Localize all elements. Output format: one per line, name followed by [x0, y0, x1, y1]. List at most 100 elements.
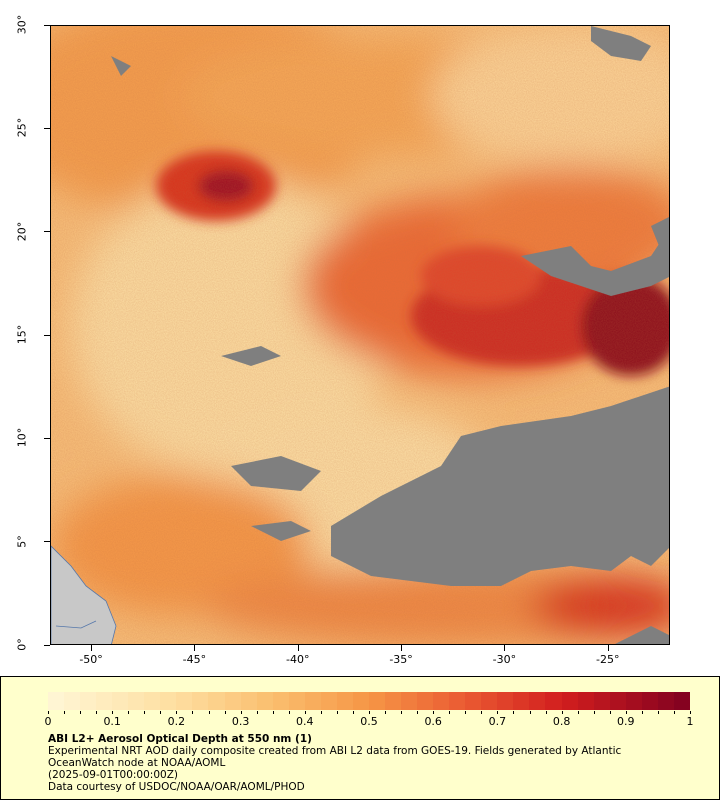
colorbar-minor-tick: [224, 711, 226, 714]
colorbar-swatch: [657, 692, 674, 710]
colorbar-tick-label: 0.5: [360, 715, 378, 728]
colorbar-minor-tick: [449, 711, 451, 714]
lon-tick-label: -40°: [286, 653, 310, 666]
colorbar-swatch: [144, 692, 161, 710]
colorbar-minor-tick: [465, 711, 467, 714]
colorbar-minor-tick: [609, 711, 611, 714]
colorbar-minor-tick: [545, 711, 547, 714]
colorbar-minor-tick: [385, 711, 387, 714]
colorbar-swatch: [80, 692, 97, 710]
colorbar-minor-tick: [690, 711, 691, 714]
lon-tick-label: -25°: [596, 653, 620, 666]
colorbar-tick-label: 0.1: [103, 715, 121, 728]
colorbar-swatch: [96, 692, 113, 710]
no-data-regions: [111, 26, 669, 644]
colorbar-tick-label: 0.6: [424, 715, 442, 728]
legend-description: Experimental NRT AOD daily composite cre…: [48, 745, 622, 769]
colorbar-swatch: [561, 692, 578, 710]
colorbar-swatch: [465, 692, 482, 710]
colorbar-swatch: [513, 692, 530, 710]
colorbar-minor-tick: [513, 711, 515, 714]
lon-tick-mark: [90, 645, 92, 651]
colorbar-swatch: [272, 692, 289, 710]
lat-tick-label: 25°: [15, 118, 29, 138]
legend-credit: Data courtesy of USDOC/NOAA/OAR/AOML/PHO…: [48, 781, 305, 793]
colorbar-swatch: [481, 692, 498, 710]
colorbar-minor-tick: [176, 711, 178, 714]
colorbar-swatch: [240, 692, 257, 710]
colorbar-swatch: [673, 692, 690, 710]
lat-tick-mark: [44, 24, 50, 26]
colorbar-swatch: [160, 692, 177, 710]
aod-map[interactable]: [50, 25, 670, 645]
colorbar-swatch: [401, 692, 418, 710]
legend-title: ABI L2+ Aerosol Optical Depth at 550 nm …: [48, 733, 312, 745]
colorbar-minor-tick: [641, 711, 643, 714]
colorbar-swatch: [208, 692, 225, 710]
lon-tick-label: -35°: [389, 653, 413, 666]
colorbar-swatch: [593, 692, 610, 710]
colorbar-minor-tick: [593, 711, 595, 714]
colorbar-minor-tick: [256, 711, 258, 714]
colorbar-swatch: [609, 692, 626, 710]
colorbar-swatch: [433, 692, 450, 710]
colorbar-minor-tick: [288, 711, 290, 714]
colorbar-minor-tick: [208, 711, 210, 714]
lat-tick-label: 0°: [15, 638, 29, 651]
lat-tick-label: 10°: [15, 428, 29, 448]
colorbar-swatch: [449, 692, 466, 710]
colorbar-tick-label: 0.7: [488, 715, 507, 728]
colorbar-minor-tick: [561, 711, 563, 714]
colorbar-minor-tick: [481, 711, 483, 714]
lon-tick-mark: [194, 645, 196, 651]
lat-tick-label: 20°: [15, 221, 29, 241]
lat-tick-mark: [44, 231, 50, 233]
colorbar-swatch: [577, 692, 594, 710]
legend-panel: 0 0.1 0.2 0.3 0.4 0.5 0.6 0.7 0.8 0.9 1 ABI L2+ Ae…: [0, 676, 720, 800]
colorbar-minor-tick: [80, 711, 82, 714]
colorbar-minor-tick: [625, 711, 627, 714]
colorbar-swatch: [48, 692, 65, 710]
colorbar-minor-tick: [577, 711, 579, 714]
lon-tick-mark: [400, 645, 402, 651]
colorbar-tick-label: 0.8: [552, 715, 571, 728]
colorbar-tick-label: 0.2: [167, 715, 186, 728]
lat-tick-label: 30°: [15, 14, 29, 35]
colorbar: [48, 692, 690, 710]
lon-tick-mark: [297, 645, 299, 651]
colorbar-swatch: [497, 692, 514, 710]
colorbar-swatch: [417, 692, 434, 710]
colorbar-swatch: [320, 692, 337, 710]
legend-timestamp: (2025-09-01T00:00:00Z): [48, 769, 178, 781]
legend-text: ABI L2+ Aerosol Optical Depth at 550 nm …: [48, 733, 688, 793]
colorbar-minor-tick: [160, 711, 162, 714]
colorbar-swatch: [256, 692, 273, 710]
colorbar-swatch: [224, 692, 241, 710]
colorbar-minor-tick: [417, 711, 419, 714]
colorbar-minor-tick: [240, 711, 242, 714]
colorbar-minor-tick: [304, 711, 306, 714]
colorbar-swatch: [352, 692, 369, 710]
aod-map-canvas: [51, 26, 669, 644]
lon-tick-mark: [607, 645, 609, 651]
lat-tick-mark: [44, 541, 50, 543]
lat-tick-label: 5°: [15, 534, 29, 548]
lat-tick-label: 15°: [15, 324, 29, 345]
colorbar-minor-tick: [96, 711, 98, 714]
colorbar-minor-tick: [497, 711, 499, 714]
colorbar-minor-tick: [369, 711, 370, 714]
land-area: [51, 545, 117, 644]
colorbar-minor-tick: [529, 711, 531, 714]
colorbar-tick-label: 0: [44, 715, 52, 728]
colorbar-minor-tick: [401, 711, 403, 714]
lat-tick-mark: [44, 437, 50, 439]
colorbar-minor-tick: [144, 711, 146, 714]
lon-tick-label: -30°: [492, 653, 517, 666]
colorbar-minor-tick: [48, 711, 49, 714]
colorbar-minor-tick: [128, 711, 130, 714]
colorbar-minor-tick: [192, 711, 194, 714]
colorbar-tick-label: 1: [686, 715, 694, 728]
colorbar-minor-tick: [336, 711, 338, 714]
colorbar-swatch: [128, 692, 145, 710]
colorbar-tick-label: 0.9: [617, 715, 635, 728]
